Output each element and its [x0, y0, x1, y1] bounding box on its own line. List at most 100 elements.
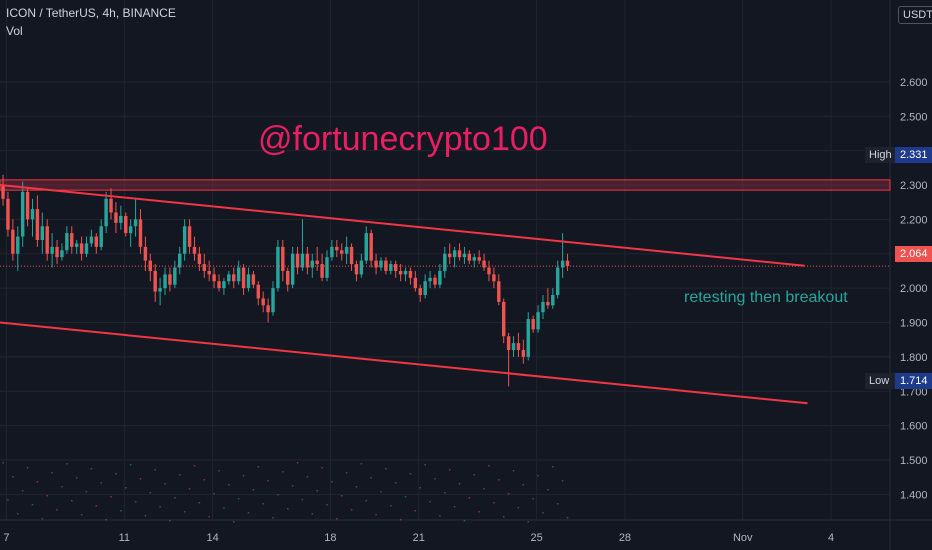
candle-body	[403, 270, 408, 275]
candle-body	[276, 246, 280, 289]
candle-body	[271, 288, 275, 313]
volume-mark	[444, 492, 446, 494]
volume-mark	[178, 474, 181, 476]
volume-mark	[468, 497, 471, 499]
volume-mark	[493, 502, 495, 504]
volume-mark	[85, 491, 88, 493]
volume-mark	[56, 509, 58, 511]
candle-body	[153, 270, 157, 292]
y-tick-label: 2.500	[900, 111, 928, 123]
volume-mark	[350, 509, 353, 511]
volume-mark	[61, 486, 63, 488]
volume-mark	[311, 513, 314, 515]
volume-mark	[390, 505, 392, 507]
candle-body	[423, 281, 427, 295]
candle-body	[487, 267, 491, 275]
candle-body	[16, 236, 20, 254]
volume-mark	[478, 511, 480, 513]
candle-body	[506, 336, 511, 350]
symbol-title: ICON / TetherUS, 4h, BINANCE	[6, 6, 176, 20]
candle-body	[173, 267, 177, 285]
candle-body	[511, 343, 516, 350]
volume-mark	[223, 507, 225, 509]
x-tick-label: 25	[530, 532, 542, 544]
volume-mark	[12, 476, 14, 478]
volume-mark	[120, 510, 122, 512]
candle-body	[428, 277, 432, 282]
volume-mark	[419, 487, 422, 489]
last-price-tag: 2.064	[0, 246, 932, 262]
volume-mark	[129, 464, 132, 466]
volume-mark	[41, 518, 44, 520]
candle-body	[526, 319, 530, 357]
volume-mark	[66, 463, 68, 465]
volume-mark	[272, 517, 274, 519]
volume-mark	[208, 516, 210, 518]
volume-mark	[331, 481, 333, 483]
candle-body	[418, 288, 422, 295]
volume-mark	[394, 482, 397, 484]
volume-mark	[95, 505, 98, 507]
candle-body	[60, 250, 64, 258]
candle-body	[50, 246, 54, 254]
volume-mark	[31, 504, 34, 506]
candle-body	[232, 274, 236, 282]
candle-body	[266, 305, 270, 313]
candle-body	[256, 284, 261, 299]
volume-mark	[105, 519, 107, 521]
volume-mark	[409, 473, 412, 475]
y-tick-label: 2.300	[900, 180, 928, 192]
x-tick-label: 28	[619, 532, 631, 544]
candle-body	[124, 215, 128, 234]
y-tick-label: 1.700	[900, 386, 928, 398]
candle-body	[310, 260, 314, 268]
candle-body	[281, 246, 285, 271]
high-price-tag: High 2.331	[0, 147, 932, 163]
volume-mark	[2, 462, 4, 464]
volume-mark	[556, 503, 559, 505]
volume-mark	[296, 462, 299, 464]
candle-body	[413, 277, 418, 289]
candle-body	[325, 257, 329, 278]
currency-badge[interactable]: USDT	[898, 6, 932, 24]
candle-body	[138, 219, 143, 247]
volume-mark	[257, 466, 260, 468]
volume-mark	[237, 498, 240, 500]
volume-mark	[139, 478, 142, 480]
volume-mark	[149, 492, 152, 494]
candle-body	[516, 343, 521, 350]
volume-mark	[7, 499, 9, 501]
candle-body	[501, 301, 506, 337]
volume-mark	[17, 513, 19, 515]
volume-mark	[448, 469, 451, 471]
low-label: Low	[865, 373, 895, 389]
volume-mark	[360, 463, 363, 465]
volume-mark	[262, 503, 264, 505]
candle-body	[565, 260, 570, 267]
candle-body	[379, 260, 383, 268]
volume-mark	[547, 489, 549, 491]
volume-mark	[473, 474, 476, 476]
volume-mark	[380, 491, 382, 493]
candle-body	[261, 298, 265, 306]
y-tick-label: 2.600	[900, 77, 928, 89]
volume-mark	[434, 478, 436, 480]
low-price-tag: Low 1.714	[0, 373, 932, 389]
candle-body	[65, 233, 69, 251]
x-tick-label: 11	[119, 532, 130, 544]
volume-mark	[100, 482, 102, 484]
candle-body	[305, 253, 310, 268]
candle-body	[94, 236, 99, 247]
candle-body	[79, 243, 84, 254]
candle-body	[290, 253, 295, 285]
candle-body	[207, 270, 211, 275]
volume-mark	[306, 476, 309, 478]
high-label: High	[865, 147, 895, 163]
candle-body	[555, 267, 560, 295]
volume-mark	[110, 496, 112, 498]
volume-mark	[375, 514, 377, 516]
volume-mark	[134, 501, 137, 503]
volume-mark	[532, 498, 534, 500]
